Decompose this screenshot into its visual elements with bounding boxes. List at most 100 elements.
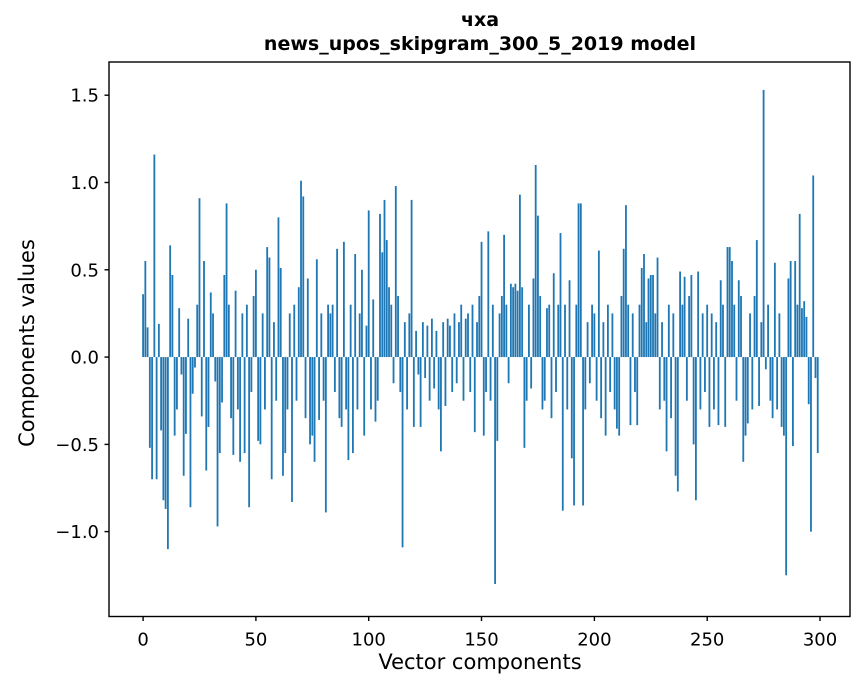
bar [230, 357, 232, 419]
bar [625, 205, 627, 358]
bar [618, 357, 621, 436]
bar [523, 357, 526, 448]
bar [169, 245, 172, 358]
bar [358, 313, 361, 358]
bar [455, 357, 458, 384]
bar [356, 357, 359, 410]
bar [810, 357, 812, 532]
x-tick-label: 200 [577, 630, 611, 651]
bar [157, 323, 160, 358]
x-tick-label: 300 [803, 630, 837, 651]
bar [166, 357, 169, 550]
bar [424, 357, 427, 379]
bar [582, 357, 584, 506]
bar [652, 275, 654, 358]
bar [155, 357, 158, 480]
bar [259, 357, 262, 445]
bar [469, 357, 472, 392]
bar [661, 322, 663, 358]
bar [415, 330, 417, 358]
bar [467, 313, 469, 358]
bar [688, 295, 691, 358]
bar [591, 304, 593, 358]
bar [636, 357, 639, 426]
bar [654, 313, 657, 358]
bar [518, 194, 521, 358]
bar [782, 357, 785, 436]
bar [586, 322, 589, 358]
bar [728, 247, 731, 358]
bar [403, 322, 406, 358]
bar [462, 357, 465, 401]
bar [516, 290, 519, 358]
bar [277, 217, 280, 358]
bar [372, 299, 375, 358]
bar [291, 357, 293, 502]
bar [656, 257, 659, 358]
x-tick-label: 150 [464, 630, 498, 651]
y-tick-label: −1.0 [55, 522, 99, 543]
bar [302, 196, 305, 358]
bar [798, 213, 801, 358]
bar [737, 280, 740, 358]
bar [742, 357, 745, 462]
bar [694, 357, 697, 501]
bar [180, 357, 183, 375]
bar [221, 357, 223, 403]
bar [315, 259, 318, 358]
bar [749, 313, 751, 358]
bar [392, 357, 395, 384]
bar [248, 357, 251, 508]
bar [446, 318, 449, 358]
bar [322, 357, 325, 401]
bar [606, 304, 609, 358]
bar [370, 357, 372, 410]
bar [304, 357, 307, 419]
bar [528, 304, 530, 358]
bar [482, 357, 485, 436]
bar [692, 357, 695, 445]
bar [205, 357, 208, 471]
bar [609, 357, 612, 392]
bar [333, 357, 336, 392]
bar [681, 304, 684, 358]
bar [324, 357, 327, 513]
bar [812, 175, 815, 358]
bar [266, 247, 269, 358]
bar [200, 357, 203, 417]
bar [338, 357, 341, 419]
y-tick-label: 0.0 [70, 348, 99, 369]
bar [514, 283, 517, 358]
bar [537, 215, 539, 358]
bar [419, 357, 422, 427]
bar [573, 357, 575, 506]
bar [773, 262, 776, 358]
bar [792, 357, 794, 447]
bar [566, 357, 569, 410]
bar [331, 304, 334, 358]
bar [595, 357, 598, 401]
bar [719, 280, 722, 358]
bar [622, 248, 625, 358]
bar [631, 313, 634, 358]
bar [602, 322, 605, 358]
bar [236, 357, 239, 410]
bar [476, 322, 478, 358]
bar [300, 180, 302, 358]
bar [485, 357, 487, 392]
bar [275, 357, 278, 401]
bar [146, 327, 149, 358]
bar [498, 313, 501, 358]
bar [503, 234, 505, 358]
bar [209, 292, 212, 358]
bar [245, 304, 248, 358]
bar [311, 357, 314, 436]
bar [273, 322, 275, 358]
bar [620, 295, 623, 358]
bar [449, 325, 451, 358]
bar [744, 357, 747, 436]
bar [767, 304, 769, 358]
bar [787, 278, 790, 358]
